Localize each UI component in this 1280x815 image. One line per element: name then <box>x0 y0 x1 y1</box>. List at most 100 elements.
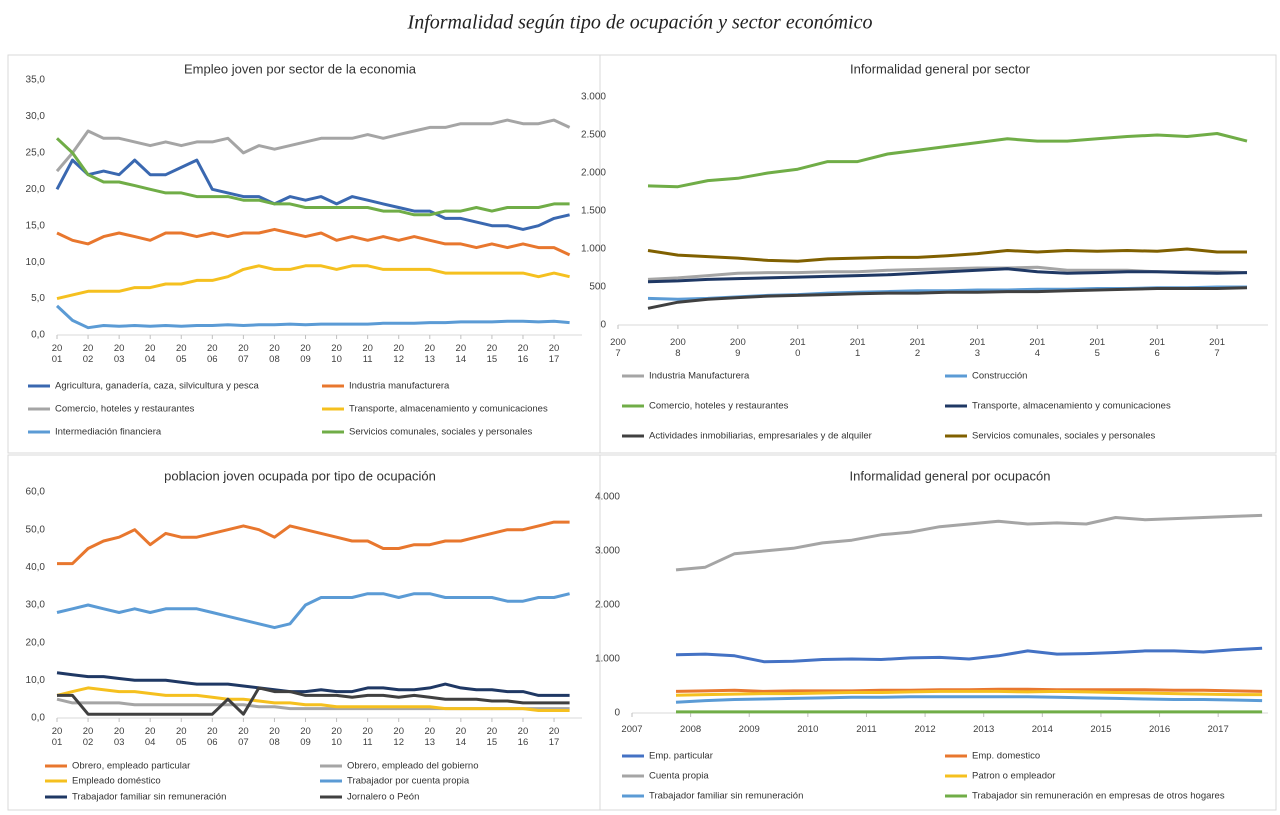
legend-label: Servicios comunales, sociales y personal… <box>972 431 1155 442</box>
series-line <box>675 513 1263 572</box>
x-tick-label: 2007 <box>621 724 643 735</box>
x-tick-label: 20 10 <box>331 726 342 748</box>
series-line <box>675 695 1263 704</box>
x-tick-label: 20 12 <box>393 343 404 365</box>
series-line <box>55 158 570 231</box>
legend-label: Agricultura, ganadería, caza, silvicultu… <box>55 381 260 392</box>
y-tick-label: 10,0 <box>26 675 46 686</box>
legend-label: Empleado doméstico <box>72 776 161 787</box>
x-tick-label: 20 11 <box>362 726 373 748</box>
y-tick-label: 0,0 <box>31 713 45 724</box>
x-tick-label: 20 10 <box>331 343 342 365</box>
series-line <box>55 118 571 173</box>
legend-label: Intermediación financiera <box>55 427 162 438</box>
series-line <box>675 687 1263 693</box>
y-tick-label: 4.000 <box>595 492 620 503</box>
y-tick-label: 0 <box>600 320 606 331</box>
series-line <box>55 304 570 330</box>
chart-title: Informalidad general por ocupacón <box>850 468 1051 483</box>
x-tick-label: 20 01 <box>51 343 63 365</box>
legend-label: Trabajador familiar sin remuneración <box>649 791 803 802</box>
x-tick-label: 20 06 <box>207 343 218 365</box>
series-line <box>56 227 571 257</box>
legend-label: Patron o empleador <box>972 771 1055 782</box>
y-tick-label: 30,0 <box>26 600 46 611</box>
series-line <box>675 689 1263 697</box>
series-line <box>647 132 1248 189</box>
x-tick-label: 2014 <box>1031 724 1053 735</box>
x-tick-label: 201 0 <box>789 337 806 359</box>
x-tick-label: 201 6 <box>1149 337 1166 359</box>
x-tick-label: 200 7 <box>610 337 626 359</box>
x-tick-label: 20 05 <box>175 726 187 748</box>
legend-label: Comercio, hoteles y restaurantes <box>649 401 789 412</box>
legend-label: Obrero, empleado del gobierno <box>347 761 479 772</box>
x-tick-label: 20 04 <box>144 726 156 748</box>
x-tick-label: 20 02 <box>82 343 94 365</box>
panel-border <box>599 454 1277 811</box>
x-tick-label: 20 17 <box>548 343 560 365</box>
x-tick-label: 20 02 <box>82 726 94 748</box>
legend-label: Transporte, almacenamiento y comunicacio… <box>972 401 1171 412</box>
y-tick-label: 15,0 <box>26 220 46 231</box>
x-tick-label: 20 06 <box>207 726 218 748</box>
x-tick-label: 20 13 <box>424 726 436 748</box>
series-line <box>56 592 570 630</box>
legend-label: Industria Manufacturera <box>649 371 750 382</box>
y-tick-label: 1.500 <box>581 206 606 217</box>
chart-title: Empleo joven por sector de la economia <box>184 61 417 76</box>
y-tick-label: 20,0 <box>26 637 46 648</box>
legend-label: Cuenta propia <box>649 771 709 782</box>
y-tick-label: 2.000 <box>581 168 606 179</box>
y-tick-label: 5,0 <box>31 293 45 304</box>
y-tick-label: 0,0 <box>31 330 45 341</box>
series-line <box>55 137 570 217</box>
x-tick-label: 20 08 <box>269 343 280 365</box>
y-tick-label: 0 <box>614 708 620 719</box>
x-tick-label: 201 3 <box>969 337 986 359</box>
x-tick-label: 20 15 <box>486 343 498 365</box>
y-tick-label: 40,0 <box>26 562 46 573</box>
series-line <box>675 646 1263 664</box>
y-tick-label: 2.000 <box>595 600 620 611</box>
x-tick-label: 20 07 <box>238 726 249 748</box>
legend-label: Jornalero o Peón <box>347 792 419 803</box>
series-line <box>647 247 1247 263</box>
x-tick-label: 20 07 <box>238 343 249 365</box>
y-tick-label: 35,0 <box>26 75 46 86</box>
x-tick-label: 2017 <box>1207 724 1229 735</box>
legend-label: Trabajador por cuenta propia <box>347 776 470 787</box>
series-line <box>647 286 1248 310</box>
series-line <box>57 520 570 566</box>
x-tick-label: 201 5 <box>1089 337 1106 359</box>
legend-label: Industria manufacturera <box>349 381 450 392</box>
x-tick-label: 20 16 <box>517 726 529 748</box>
page-title: Informalidad según tipo de ocupación y s… <box>407 12 873 34</box>
y-tick-label: 20,0 <box>26 184 46 195</box>
x-tick-label: 20 17 <box>548 726 560 748</box>
y-tick-label: 25,0 <box>26 147 46 158</box>
x-tick-label: 20 14 <box>455 343 467 365</box>
x-tick-label: 20 14 <box>455 726 467 748</box>
x-tick-label: 2016 <box>1148 724 1171 735</box>
x-tick-label: 2013 <box>973 724 995 735</box>
legend-label: Actividades inmobiliarias, empresariales… <box>649 431 872 442</box>
legend-label: Obrero, empleado particular <box>72 761 190 772</box>
legend-label: Emp. particular <box>649 751 713 762</box>
x-tick-label: 20 08 <box>269 726 280 748</box>
x-tick-label: 201 1 <box>849 337 866 359</box>
series-line <box>647 267 1248 284</box>
x-tick-label: 20 05 <box>175 343 187 365</box>
x-tick-label: 201 4 <box>1029 337 1046 359</box>
panel-border <box>599 54 1277 454</box>
x-tick-label: 20 03 <box>113 726 125 748</box>
x-tick-label: 2010 <box>797 724 819 735</box>
x-tick-label: 2008 <box>680 724 702 735</box>
series-line <box>57 686 570 716</box>
x-tick-label: 20 01 <box>51 726 63 748</box>
x-tick-label: 201 2 <box>909 337 926 359</box>
legend-label: Construcción <box>972 371 1027 382</box>
y-tick-label: 3.000 <box>595 546 620 557</box>
legend-label: Comercio, hoteles y restaurantes <box>55 404 195 415</box>
